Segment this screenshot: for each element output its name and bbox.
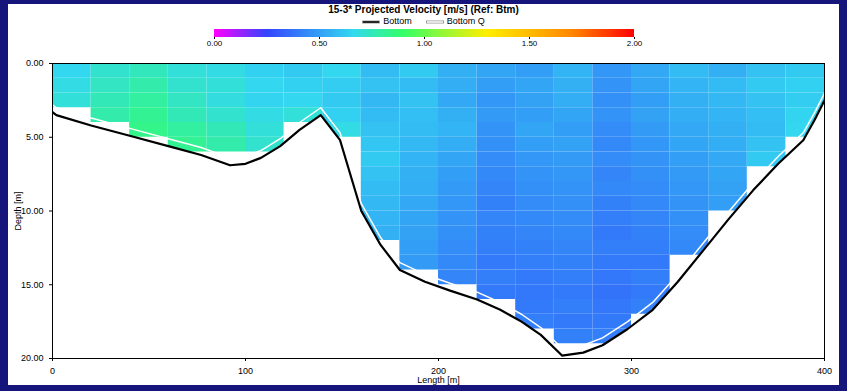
svg-text:20.00: 20.00 — [21, 353, 44, 363]
svg-text:0.00: 0.00 — [206, 39, 222, 48]
html-text:Bottom: Bottom — [383, 16, 412, 26]
svg-text:1.00: 1.00 — [416, 39, 432, 48]
svg-text:Depth [m]: Depth [m] — [13, 191, 23, 230]
svg-text:200: 200 — [431, 365, 446, 376]
svg-text:0.00: 0.00 — [26, 58, 44, 68]
html-text:15-3* Projected Velocity [m/s]: 15-3* Projected Velocity [m/s] (Ref: Btm… — [328, 4, 519, 15]
html-text:Bottom Q: Bottom Q — [446, 16, 485, 26]
svg-text:400: 400 — [817, 366, 832, 376]
svg-text:10.00: 10.00 — [21, 206, 44, 216]
svg-text:0.50: 0.50 — [311, 39, 327, 48]
svg-text:15.00: 15.00 — [21, 280, 44, 290]
svg-text:5.00: 5.00 — [26, 132, 44, 142]
svg-text:100: 100 — [238, 366, 253, 376]
svg-text:2.00: 2.00 — [626, 39, 642, 48]
svg-text:Length [m]: Length [m] — [417, 375, 460, 385]
svg-text:1.50: 1.50 — [521, 39, 537, 48]
svg-text:0: 0 — [50, 366, 55, 376]
svg-text:300: 300 — [624, 366, 639, 376]
